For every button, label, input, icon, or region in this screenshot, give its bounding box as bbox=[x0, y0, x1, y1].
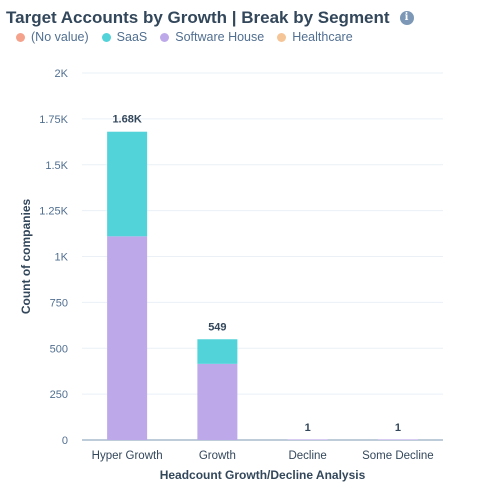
legend-item[interactable]: (No value) bbox=[16, 30, 89, 44]
x-tick-label: Growth bbox=[199, 450, 236, 462]
chart-legend: (No value) SaaS Software House Healthcare bbox=[16, 30, 366, 44]
legend-swatch bbox=[160, 32, 170, 42]
legend-swatch bbox=[277, 32, 287, 42]
y-tick-label: 1.25K bbox=[39, 206, 68, 218]
legend-swatch bbox=[101, 32, 111, 42]
legend-label: (No value) bbox=[31, 30, 89, 44]
legend-item[interactable]: Software House bbox=[160, 30, 264, 44]
y-tick-label: 0 bbox=[62, 435, 68, 447]
y-tick-label: 1.75K bbox=[39, 114, 68, 126]
legend-item[interactable]: SaaS bbox=[101, 30, 148, 44]
chart-header: Target Accounts by Growth | Break by Seg… bbox=[6, 8, 414, 28]
bar-total-label: 1 bbox=[305, 422, 311, 434]
bar-segment bbox=[197, 363, 238, 440]
y-tick-label: 1K bbox=[55, 252, 69, 264]
legend-label: Software House bbox=[175, 30, 265, 44]
bar-segment bbox=[107, 236, 148, 440]
x-tick-label: Some Decline bbox=[362, 450, 434, 462]
y-tick-label: 500 bbox=[50, 343, 68, 355]
y-axis-title: Count of companies bbox=[19, 199, 33, 315]
x-axis-title: Headcount Growth/Decline Analysis bbox=[160, 468, 366, 482]
legend-swatch bbox=[16, 32, 25, 42]
y-tick-label: 250 bbox=[50, 389, 68, 401]
bar-total-label: 1.68K bbox=[112, 114, 141, 126]
y-tick-label: 2K bbox=[55, 68, 69, 80]
y-tick-label: 750 bbox=[50, 297, 68, 309]
bar-segment bbox=[287, 439, 328, 440]
bar-segment bbox=[197, 339, 238, 364]
legend-item[interactable]: Healthcare bbox=[277, 30, 353, 44]
legend-label: SaaS bbox=[116, 30, 148, 44]
y-tick-label: 1.5K bbox=[45, 160, 68, 172]
bar-total-label: 1 bbox=[395, 422, 401, 434]
info-icon[interactable]: i bbox=[399, 11, 414, 25]
chart-title: Target Accounts by Growth | Break by Seg… bbox=[6, 8, 390, 27]
bar-total-label: 549 bbox=[208, 321, 226, 333]
x-tick-label: Hyper Growth bbox=[92, 450, 163, 462]
bar-segment bbox=[107, 131, 148, 237]
x-tick-label: Decline bbox=[288, 450, 326, 462]
legend-label: Healthcare bbox=[292, 30, 353, 44]
bar-segment bbox=[377, 439, 418, 440]
